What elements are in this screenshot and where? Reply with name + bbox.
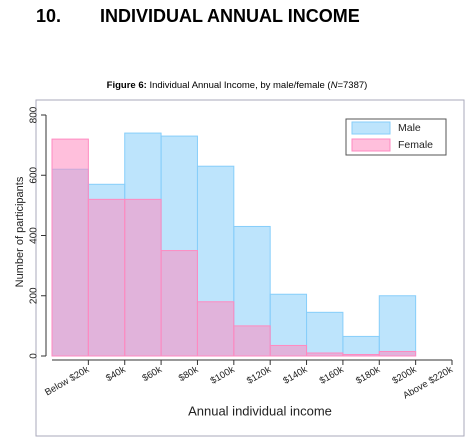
y-axis-title: Number of participants: [14, 176, 26, 287]
caption-n: N: [330, 80, 338, 91]
heading-title: INDIVIDUAL ANNUAL INCOME: [100, 6, 360, 26]
y-tick-label: 0: [29, 353, 40, 359]
heading-number: 10.: [36, 6, 62, 26]
bar: [342, 335, 380, 357]
bar: [378, 295, 417, 357]
bar: [51, 138, 89, 357]
y-tick-label: 200: [29, 287, 40, 304]
x-tick-label: $80k: [177, 364, 201, 384]
bar: [233, 325, 271, 357]
figure-caption: Figure 6: Individual Annual Income, by m…: [0, 80, 474, 91]
x-tick-label: Below $20k: [43, 364, 91, 398]
y-tick-label: 800: [29, 106, 40, 123]
heading: 10. INDIVIDUAL ANNUAL INCOME: [36, 6, 360, 27]
bar: [269, 344, 308, 357]
bar: [196, 301, 235, 357]
y-tick-label: 400: [29, 227, 40, 244]
bar: [124, 198, 162, 357]
y-tick-label: 600: [29, 166, 40, 183]
x-tick-label: $100k: [209, 364, 237, 387]
x-tick-label: $140k: [281, 364, 309, 387]
bar: [306, 352, 344, 357]
x-tick-label: $160k: [318, 364, 346, 387]
chart-frame: [35, 99, 465, 437]
caption-end: =7387): [337, 80, 368, 91]
bar: [306, 311, 344, 357]
bar: [160, 250, 198, 357]
caption-label: Figure 6:: [106, 80, 147, 91]
legend-label: Male: [398, 122, 421, 134]
bar: [378, 350, 417, 357]
x-axis-title: Annual individual income: [188, 403, 332, 418]
legend-swatch: [351, 121, 391, 135]
caption-text: Individual Annual Income, by male/female…: [149, 80, 331, 91]
bar: [87, 198, 126, 357]
x-tick-label: $180k: [354, 364, 382, 387]
legend-label: Female: [398, 139, 433, 151]
x-tick-label: $60k: [141, 364, 165, 384]
legend-swatch: [351, 138, 391, 152]
x-tick-label: $40k: [104, 364, 128, 384]
bar: [342, 353, 380, 357]
x-tick-label: $120k: [245, 364, 273, 387]
